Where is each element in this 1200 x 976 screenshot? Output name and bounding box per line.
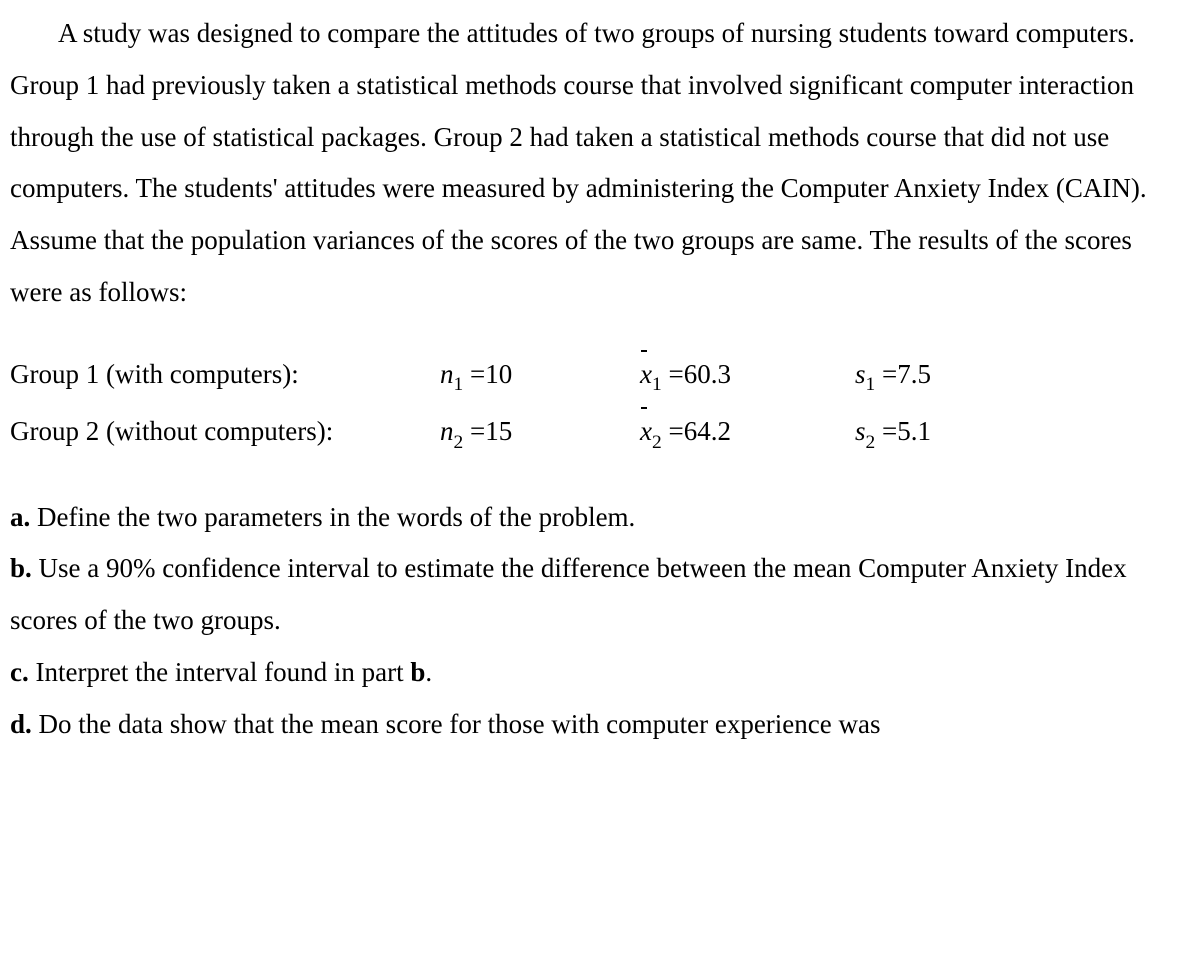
group-2-xbar: x2 =64.2 [640,404,855,461]
group-1-xbar: x1 =60.3 [640,347,855,404]
intro-text: A study was designed to compare the atti… [10,18,1147,307]
group-1-s: s1 =7.5 [855,347,931,404]
xbar-equals: = [662,359,684,389]
group-1-label: Group 1 (with computers): [10,347,440,401]
group-2-s: s2 =5.1 [855,404,931,461]
n-symbol: n [440,359,454,389]
question-c-text-2: . [425,657,432,687]
n-symbol: n [440,416,454,446]
s-subscript: 1 [866,374,876,395]
xbar-symbol: x [640,347,652,401]
s-symbol: s [855,359,866,389]
statistics-block: Group 1 (with computers): n1 =10 x1 =60.… [10,347,1190,462]
question-c-label: c. [10,657,29,687]
s-value: 7.5 [897,359,931,389]
group-2-n: n2 =15 [440,404,640,461]
s-subscript: 2 [866,432,876,453]
question-a-label: a. [10,502,30,532]
question-d-label: d. [10,709,32,739]
question-b-text: Use a 90% confidence interval to estimat… [10,553,1127,635]
question-c-ref: b [410,657,425,687]
group-1-n: n1 =10 [440,347,640,404]
group-2-row: Group 2 (without computers): n2 =15 x2 =… [10,404,1190,461]
xbar-subscript: 1 [652,374,662,395]
n-equals: = [463,359,485,389]
question-b: b. Use a 90% confidence interval to esti… [10,543,1190,647]
question-a-text: Define the two parameters in the words o… [30,502,635,532]
s-equals: = [875,359,897,389]
question-d-text: Do the data show that the mean score for… [32,709,881,739]
xbar-value: 60.3 [684,359,731,389]
question-d: d. Do the data show that the mean score … [10,699,1190,751]
s-equals: = [875,416,897,446]
xbar-value: 64.2 [684,416,731,446]
n-equals: = [463,416,485,446]
question-c: c. Interpret the interval found in part … [10,647,1190,699]
xbar-symbol: x [640,404,652,458]
n-value: 10 [485,359,512,389]
document-page: A study was designed to compare the atti… [0,0,1200,751]
question-b-label: b. [10,553,32,583]
question-c-text-1: Interpret the interval found in part [29,657,411,687]
n-subscript: 1 [454,374,464,395]
n-subscript: 2 [454,432,464,453]
questions-block: a. Define the two parameters in the word… [10,492,1190,751]
s-symbol: s [855,416,866,446]
n-value: 15 [485,416,512,446]
intro-paragraph: A study was designed to compare the atti… [10,8,1190,319]
group-1-row: Group 1 (with computers): n1 =10 x1 =60.… [10,347,1190,404]
xbar-subscript: 2 [652,432,662,453]
xbar-equals: = [662,416,684,446]
s-value: 5.1 [897,416,931,446]
question-a: a. Define the two parameters in the word… [10,492,1190,544]
group-2-label: Group 2 (without computers): [10,404,440,458]
